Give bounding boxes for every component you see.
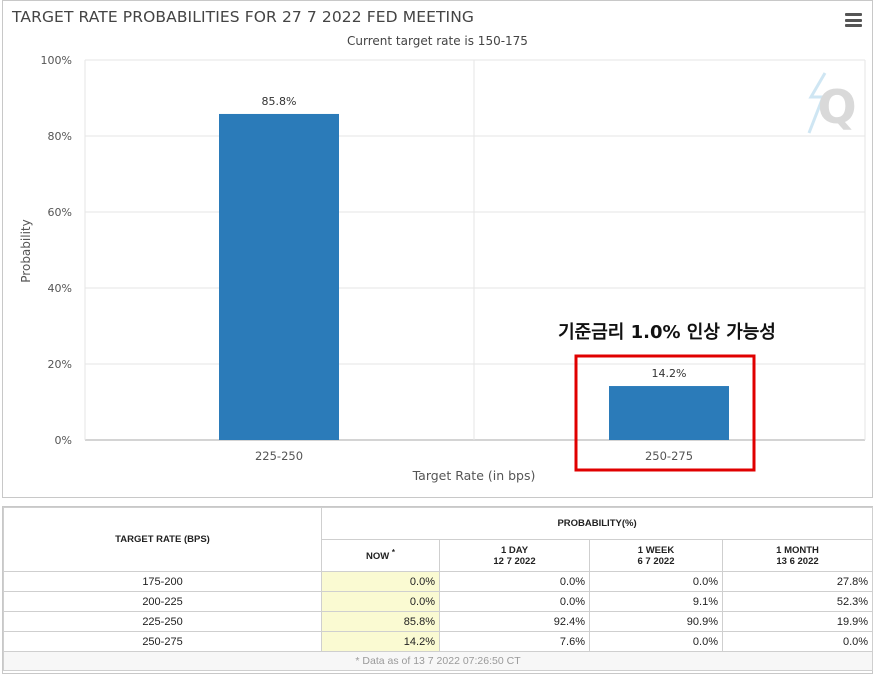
chart-panel: 0% 20% 40% 60% 80% 100% 85.8% 14.2% 225-250 250… (2, 0, 873, 498)
header-1-day-date: 12 7 2022 (493, 555, 536, 567)
table-row: 250-275 14.2% 7.6% 0.0% 0.0% (3, 631, 874, 652)
header-now-mark: * (391, 548, 395, 558)
header-1-week-label: 1 WEEK (637, 544, 675, 556)
x-tick-label: 250-275 (645, 449, 693, 463)
data-label: 85.8% (262, 95, 297, 108)
annotation-text: 기준금리 1.0% 인상 가능성 (558, 322, 776, 343)
cell-week: 9.1% (589, 591, 723, 612)
hamburger-menu-icon[interactable] (845, 13, 862, 27)
cell-day: 7.6% (439, 631, 590, 652)
cell-rate: 200-225 (3, 591, 322, 612)
cell-week: 90.9% (589, 611, 723, 632)
cell-rate: 175-200 (3, 571, 322, 592)
cell-day: 0.0% (439, 571, 590, 592)
header-1-month: 1 MONTH 13 6 2022 (721, 539, 874, 572)
bar-chart: 0% 20% 40% 60% 80% 100% 85.8% 14.2% 225-250 250… (19, 54, 866, 483)
cell-month: 52.3% (721, 591, 874, 612)
table-row: 175-200 0.0% 0.0% 0.0% 27.8% (3, 571, 874, 592)
header-1-week: 1 WEEK 6 7 2022 (589, 539, 723, 572)
header-1-week-date: 6 7 2022 (637, 555, 675, 567)
cell-day: 92.4% (439, 611, 590, 632)
header-1-day-label: 1 DAY (500, 544, 529, 556)
cell-week: 0.0% (589, 571, 723, 592)
cell-day: 0.0% (439, 591, 590, 612)
cell-month: 0.0% (721, 631, 874, 652)
table-row: 200-225 0.0% 0.0% 9.1% 52.3% (3, 591, 874, 612)
cell-now: 0.0% (321, 591, 440, 612)
bars: 85.8% 14.2% (219, 95, 729, 441)
x-tick-label: 225-250 (255, 449, 303, 463)
data-label: 14.2% (652, 367, 687, 380)
annotation-box (574, 354, 756, 472)
y-tick-label: 80% (48, 130, 72, 143)
cell-rate: 225-250 (3, 611, 322, 632)
x-axis-label: Target Rate (in bps) (412, 468, 536, 483)
y-axis-label: Probability (19, 219, 33, 282)
bar[interactable] (219, 113, 339, 441)
bar[interactable] (609, 386, 729, 440)
cell-now: 85.8% (321, 611, 440, 632)
y-tick-label: 60% (48, 206, 72, 219)
watermark-logo: Q (807, 72, 857, 134)
y-tick-label: 0% (55, 434, 72, 447)
cell-rate: 250-275 (3, 631, 322, 652)
y-tick-label: 100% (41, 54, 72, 67)
probability-table-panel: TARGET RATE (BPS) PROBABILITY(%) NOW * 1… (2, 506, 874, 674)
header-now: NOW * (321, 539, 440, 572)
header-probability: PROBABILITY(%) (320, 507, 874, 540)
cell-month: 19.9% (721, 611, 874, 632)
watermark-letter: Q (817, 80, 856, 134)
header-1-day: 1 DAY 12 7 2022 (439, 539, 590, 572)
y-tick-label: 20% (48, 358, 72, 371)
cell-now: 0.0% (321, 571, 440, 592)
header-now-label: NOW (366, 551, 390, 563)
header-target-rate: TARGET RATE (BPS) (3, 507, 322, 572)
y-tick-labels: 0% 20% 40% 60% 80% 100% (41, 54, 72, 447)
cell-now: 14.2% (321, 631, 440, 652)
header-1-month-date: 13 6 2022 (776, 555, 819, 567)
header-1-month-label: 1 MONTH (776, 544, 819, 556)
chart-title: TARGET RATE PROBABILITIES FOR 27 7 2022 … (12, 8, 475, 26)
grid-lines (84, 59, 866, 441)
chart-subtitle: Current target rate is 150-175 (347, 34, 528, 48)
cell-month: 27.8% (721, 571, 874, 592)
cell-week: 0.0% (589, 631, 723, 652)
table-footnote: * Data as of 13 7 2022 07:26:50 CT (2, 651, 874, 671)
table-row: 225-250 85.8% 92.4% 90.9% 19.9% (3, 611, 874, 632)
y-tick-label: 40% (48, 282, 72, 295)
probability-table: TARGET RATE (BPS) PROBABILITY(%) NOW * 1… (2, 507, 874, 671)
x-tick-labels: 225-250 250-275 (255, 449, 693, 463)
